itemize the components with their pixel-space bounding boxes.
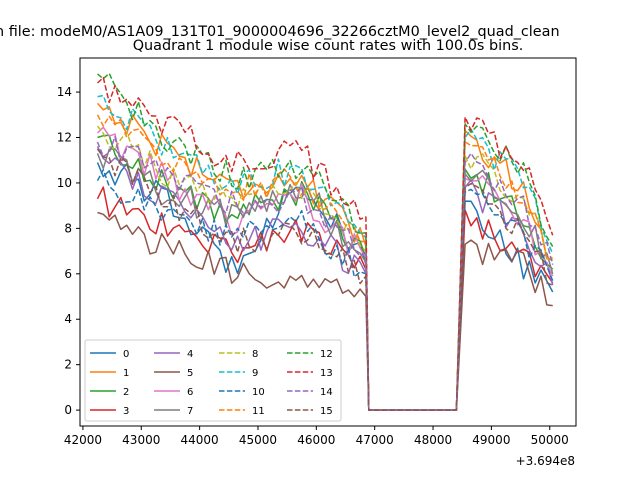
series-line-15 [96,148,553,411]
x-tick-label: 47000 [356,433,394,447]
y-tick-label: 6 [64,267,72,281]
series-line-12 [97,72,554,411]
x-tick-label: 44000 [181,433,219,447]
chart-title: Quadrant 1 module wise count rates with … [133,38,524,54]
legend-label-2: 2 [123,387,129,398]
x-tick-label: 45000 [239,433,277,447]
series-line-10 [96,168,554,411]
legend-label-4: 4 [187,349,193,360]
legend-label-5: 5 [187,368,193,379]
legend-label-13: 13 [320,368,333,379]
series-lines [96,72,554,411]
legend-box [84,339,342,422]
y-tick-label: 10 [57,176,72,190]
series-line-4 [96,146,554,411]
legend-label-15: 15 [320,406,333,417]
series-line-8 [96,125,553,411]
series-line-11 [96,114,553,411]
legend-label-0: 0 [123,349,129,360]
series-line-5 [97,211,553,411]
y-tick-label: 0 [64,403,72,417]
legend-label-1: 1 [123,368,129,379]
legend-label-14: 14 [320,387,333,398]
y-tick-label: 14 [57,85,72,99]
series-line-1 [96,102,553,411]
series-line-13 [96,76,554,411]
legend-label-8: 8 [252,349,258,360]
legend-label-9: 9 [252,368,258,379]
x-tick-label: 49000 [472,433,510,447]
legend-label-11: 11 [252,406,265,417]
series-line-9 [97,94,554,411]
x-tick-label: 50000 [531,433,569,447]
x-tick-label: 48000 [414,433,452,447]
x-axis: 42000 43000 44000 45000 46000 47000 48000 49000… [64,426,569,447]
axes-frame [79,57,577,427]
legend-label-6: 6 [187,387,193,398]
x-tick-label: 42000 [64,433,102,447]
figure-suptitle: n file: modeM0/AS1A09_131T01_9000004696_… [0,24,560,40]
x-tick-label: 43000 [122,433,160,447]
y-tick-label: 12 [57,131,72,145]
y-tick-label: 8 [64,221,72,235]
series-line-3 [96,186,554,411]
y-tick-label: 4 [64,312,72,326]
legend-label-10: 10 [252,387,265,398]
x-offset-label: +3.694e8 [516,454,575,468]
legend-label-3: 3 [123,406,129,417]
y-axis: 0 2 4 6 8 10 12 14 [57,85,80,417]
y-tick-label: 2 [64,358,72,372]
legend-label-12: 12 [320,349,333,360]
series-line-14 [96,135,554,411]
x-tick-label: 46000 [297,433,335,447]
legend-label-7: 7 [187,406,193,417]
